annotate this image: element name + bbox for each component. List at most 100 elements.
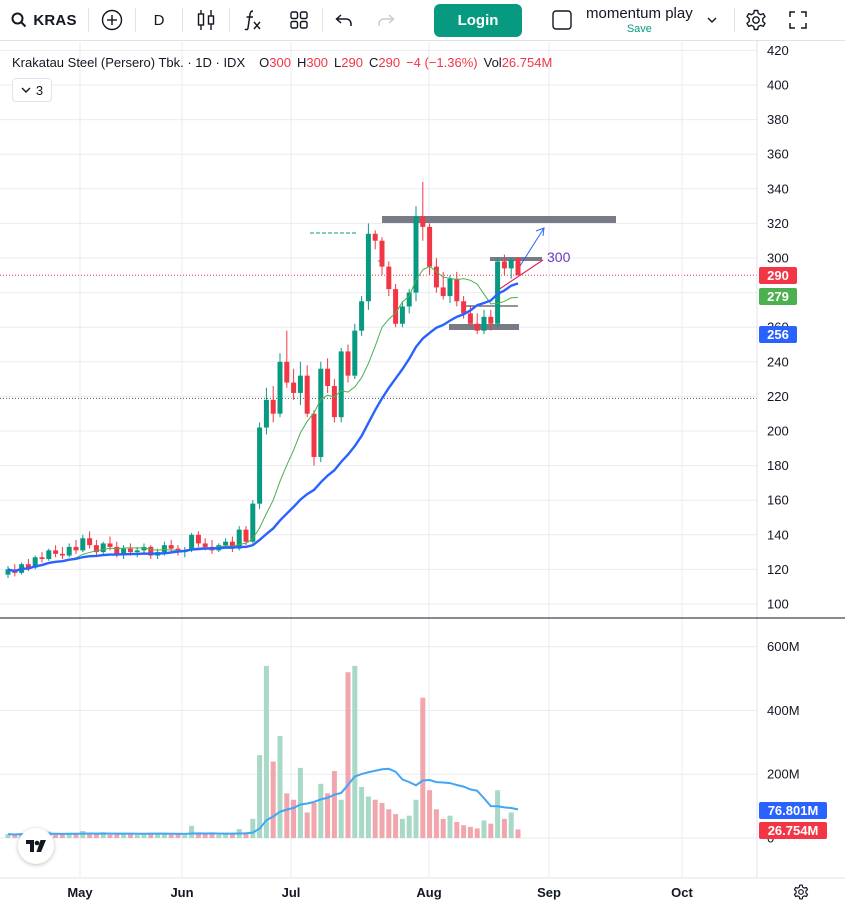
candle-body [236,529,242,549]
time-axis-settings-button[interactable] [793,884,809,905]
volume-bar [114,833,120,838]
volume-bar [93,834,99,838]
volume-bar [243,832,249,838]
time-axis[interactable]: May Jun Jul Aug Sep Oct [67,885,693,900]
volume-bars [5,665,521,838]
chart-canvas[interactable]: 300 420400380360340320300280260240220200… [0,40,845,901]
volume-bar [318,783,324,838]
candle-body [134,550,140,553]
price-tick-label: 140 [767,527,789,542]
volume-bar [325,793,331,838]
grid-icon [290,11,308,29]
candle-body [481,316,487,331]
volume-bar [223,834,229,838]
price-axis[interactable]: 4204003803603403203002802602402202001801… [767,43,789,612]
legend-close: 290 [378,55,401,70]
candle-body [93,545,99,553]
last-price-tag: 290 [759,267,797,284]
candle-body [508,259,514,269]
candle-body [488,316,494,324]
price-tick-label: 200 [767,424,789,439]
price-tick-label: 360 [767,147,789,162]
candle-body [406,292,412,307]
fullscreen-button[interactable] [777,0,819,40]
volume-tick-label: 400M [767,703,800,718]
volume-bar [331,771,337,838]
candle-body [39,557,45,560]
gear-icon [793,884,809,900]
symbol-label: KRAS [33,11,77,29]
volume-bar [202,834,208,838]
chart-type-button[interactable] [183,0,229,40]
volume-bar [189,825,195,838]
volume-bar [121,834,127,838]
volume-bar [515,829,521,838]
legend-vol: 26.754M [501,55,553,70]
candle-body [284,361,290,383]
compare-button[interactable] [89,0,135,40]
ma-short-line [7,265,519,572]
candle-body [311,413,317,457]
templates-button[interactable] [276,0,322,40]
volume-bar [148,833,154,838]
candle-body [223,541,229,546]
chevron-down-icon [707,17,717,23]
price-tick-label: 300 [767,251,789,266]
toolbar-divider [734,8,735,32]
candle-body [243,529,249,542]
tradingview-logo[interactable] [18,828,54,864]
target-arrow [519,227,545,267]
volume-bar [5,834,11,838]
undo-icon [335,14,352,26]
volume-bar [393,814,399,838]
volume-ma-line [7,767,519,836]
candle-body [73,546,79,551]
candle-body [277,361,283,414]
volume-bar [352,665,358,838]
volume-bar [66,832,72,838]
volume-bar [168,834,174,838]
login-button[interactable]: Login [434,3,522,37]
candle-body [447,278,453,297]
volume-bar [365,796,371,838]
volume-bar [372,799,378,838]
volume-bar [501,818,507,838]
candle-body [359,301,365,331]
legend-vol-label: Vol [483,55,502,70]
legend-open: 300 [269,55,291,70]
redo-button[interactable] [365,0,407,40]
candle-body [107,543,113,547]
toolbar-divider [229,8,230,32]
top-toolbar: KRAS D Login momentum play Save [0,0,845,41]
candle-body [318,368,324,457]
volume-bar [345,672,351,838]
volume-bar [87,833,93,838]
candle-body [461,301,467,314]
undo-button[interactable] [323,0,365,40]
indicators-button[interactable] [230,0,276,40]
volume-bar [508,812,514,838]
symbol-search-button[interactable]: KRAS [0,0,88,40]
layout-title: momentum play [586,4,693,22]
volume-bar [481,820,487,838]
volume-bar [413,799,419,838]
volume-bar [209,833,215,838]
indicators-toggle[interactable]: 3 [12,78,52,102]
candle-body [433,266,439,288]
interval-button[interactable]: D [153,11,165,29]
candle-body [474,323,480,331]
volume-bar [311,802,317,838]
candle-body [379,240,385,267]
price-tick-label: 380 [767,112,789,127]
volume-bar [127,833,133,838]
settings-button[interactable] [735,0,777,40]
redo-icon [378,14,395,26]
volume-bar [495,790,501,838]
volume-bar [257,755,263,838]
layout-button[interactable]: momentum play Save [552,0,734,40]
candle-body [325,368,331,387]
volume-bar [229,833,235,838]
legend-low-label: L [334,55,342,70]
candle-body [195,534,201,544]
candle-body [87,538,93,546]
